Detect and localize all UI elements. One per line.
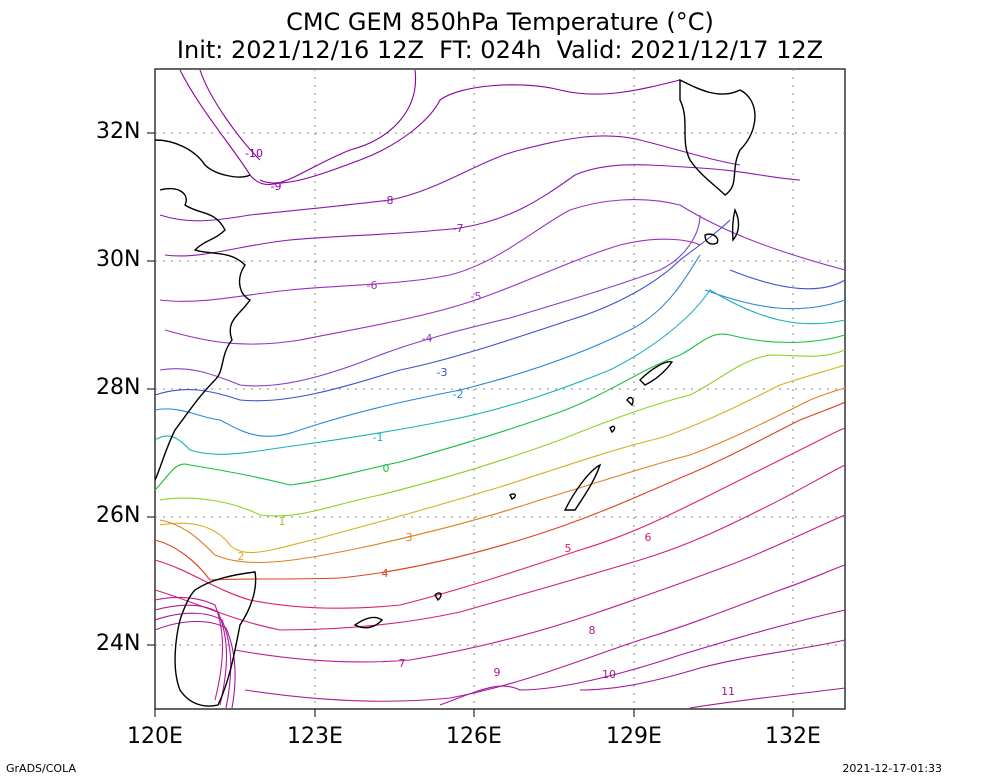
map-title: CMC GEM 850hPa Temperature (°C) — [286, 8, 714, 36]
lon-label-126e: 126E — [446, 724, 502, 749]
contour-label: 7 — [399, 657, 406, 670]
isotherm-m9b — [259, 79, 681, 184]
contour-labels: -10 -9 -8 -7 -6 -5 -4 -3 -2 -1 0 1 2 3 4… — [238, 147, 736, 698]
contour-label: -8 — [383, 194, 394, 207]
isotherm-m9 — [179, 69, 417, 186]
contour-label: -2 — [453, 388, 464, 401]
isotherm-7 — [234, 514, 846, 663]
contour-label: -6 — [367, 279, 378, 292]
small-island-3 — [509, 493, 517, 500]
isotherm-m2 — [154, 254, 846, 437]
isotherm-m1 — [154, 289, 846, 455]
isotherm-warm-3 — [154, 612, 232, 709]
lat-label-32n: 32N — [96, 119, 141, 144]
isotherm-m3 — [154, 219, 846, 402]
contour-label: 11 — [721, 685, 735, 698]
small-island-2 — [609, 425, 616, 434]
small-island-1 — [626, 396, 634, 407]
lon-label-132e: 132E — [765, 724, 821, 749]
map-subtitle: Init: 2021/12/16 12Z FT: 024h Valid: 202… — [176, 36, 824, 64]
isotherm-8 — [244, 564, 846, 702]
contour-label: 0 — [383, 462, 390, 475]
contour-label: -9 — [271, 180, 282, 193]
okinawa-island — [563, 463, 602, 511]
isotherms — [154, 69, 846, 709]
contour-label: 8 — [589, 624, 596, 637]
isotherm-9 — [439, 609, 846, 706]
lat-label-24n: 24N — [96, 631, 141, 656]
amami-island — [639, 361, 674, 386]
isotherm-m4 — [159, 214, 701, 387]
tanegashima — [731, 207, 740, 242]
isotherm-5 — [154, 427, 846, 609]
software-credit: GrADS/COLA — [6, 762, 76, 775]
isotherm-m8 — [159, 135, 741, 222]
yakushima — [704, 233, 719, 245]
isotherm-0 — [154, 333, 846, 491]
render-timestamp: 2021-12-17-01:33 — [842, 762, 942, 775]
isotherm-m7 — [164, 164, 801, 257]
contour-label: -10 — [245, 147, 263, 160]
isotherm-m6 — [159, 199, 846, 302]
contour-label: -3 — [437, 366, 448, 379]
lat-label-28n: 28N — [96, 375, 141, 400]
coastlines — [154, 78, 756, 707]
lon-label-123e: 123E — [287, 724, 343, 749]
grid — [155, 69, 845, 709]
isotherm-warm-1 — [154, 596, 224, 701]
lat-label-26n: 26N — [96, 503, 141, 528]
contour-label: -7 — [453, 222, 464, 235]
china-coast — [154, 139, 252, 481]
contour-label: 1 — [279, 515, 286, 528]
kyushu-coast — [679, 78, 756, 196]
lon-label-129e: 129E — [606, 724, 662, 749]
taiwan-island — [174, 571, 257, 707]
contour-label: -1 — [373, 431, 384, 444]
contour-label: 6 — [645, 531, 652, 544]
lon-label-120e: 120E — [127, 724, 183, 749]
contour-label: 3 — [406, 531, 413, 544]
isotherm-11 — [689, 687, 846, 709]
contour-label: 5 — [565, 542, 572, 555]
isotherm-1 — [159, 349, 846, 517]
isotherm-2 — [159, 364, 846, 554]
isotherm-3 — [159, 387, 846, 564]
contour-label: 9 — [494, 666, 501, 679]
contour-label: 2 — [238, 550, 245, 563]
ticks — [147, 132, 794, 717]
sakishima — [353, 616, 384, 629]
isotherm-warm-4 — [154, 621, 236, 709]
small-island-4 — [434, 592, 442, 602]
contour-label: -4 — [422, 332, 433, 345]
isotherm-10 — [579, 639, 846, 691]
isotherm-warm-2 — [154, 604, 228, 706]
isotherm-6 — [154, 464, 846, 631]
contour-label: 10 — [602, 668, 616, 681]
isotherm-4 — [154, 401, 846, 581]
isotherm-m10 — [199, 69, 261, 161]
contour-label: 4 — [382, 567, 389, 580]
lat-label-30n: 30N — [96, 247, 141, 272]
contour-label: -5 — [471, 290, 482, 303]
isotherm-m5 — [164, 238, 701, 345]
